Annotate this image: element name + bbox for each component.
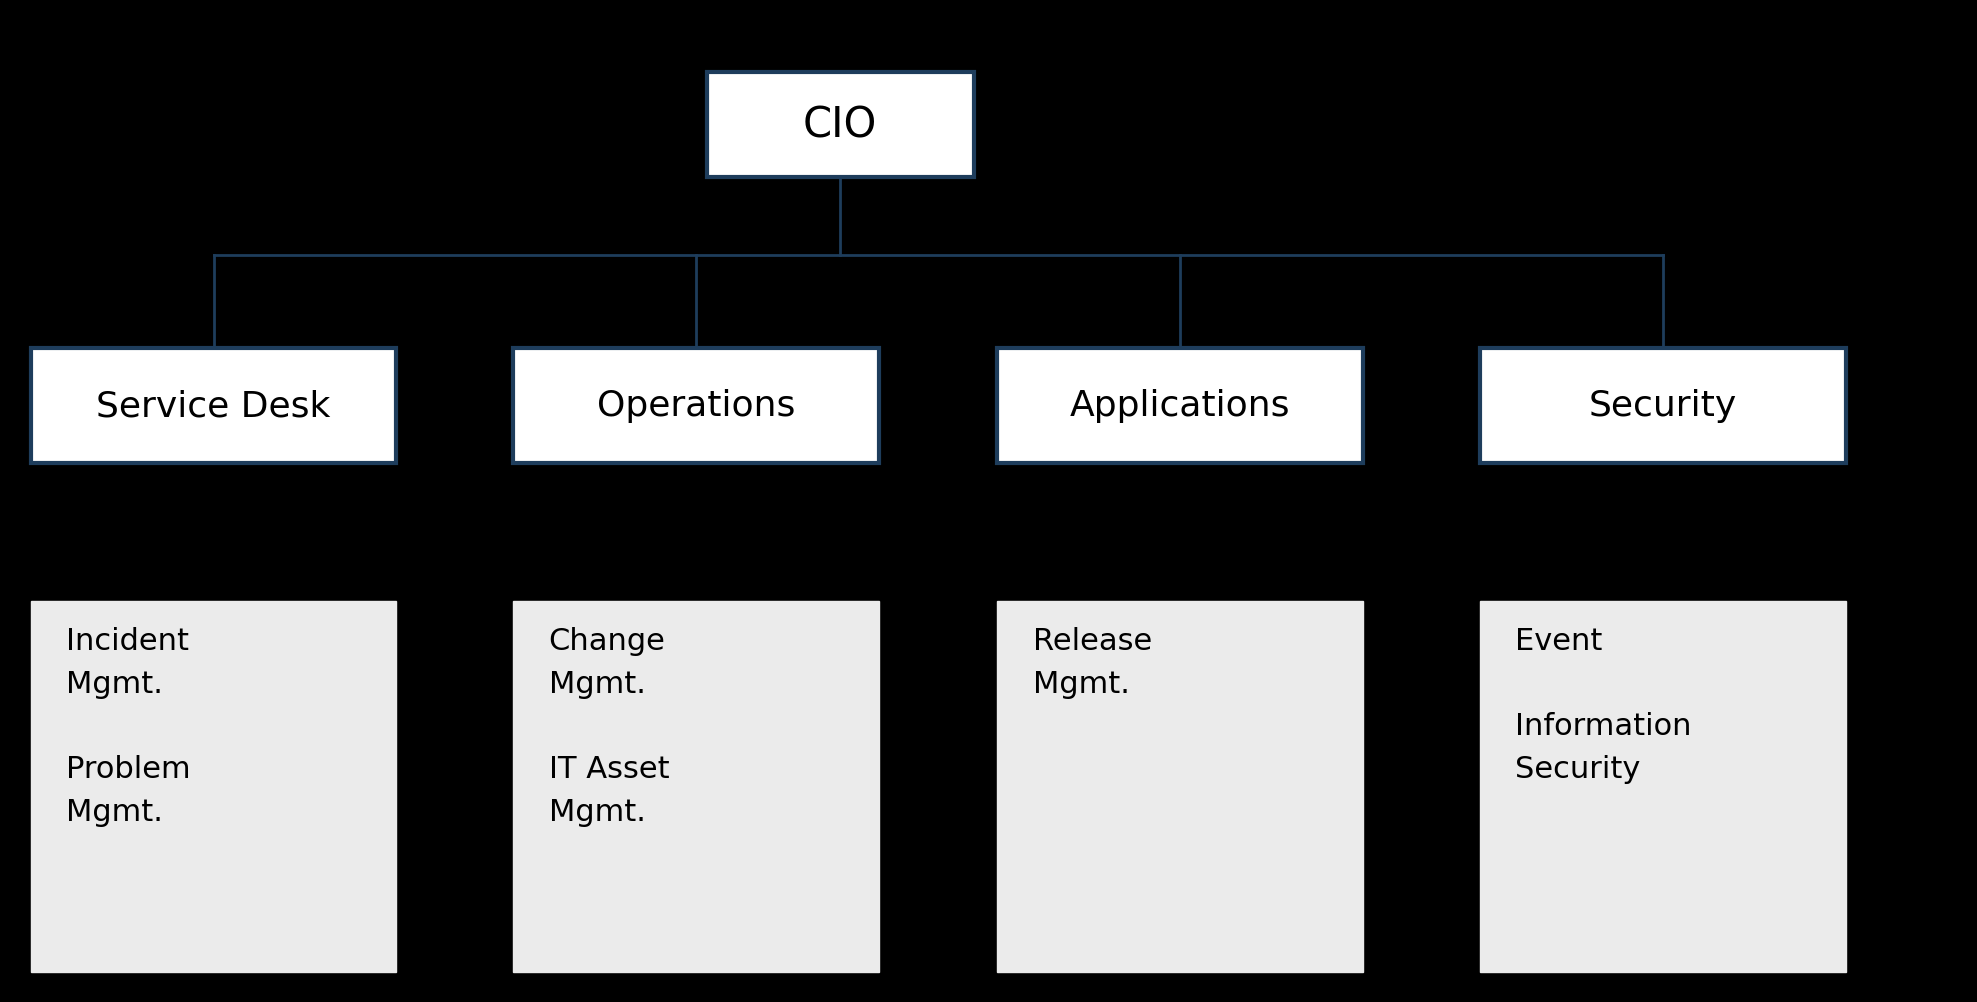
FancyBboxPatch shape (32, 349, 395, 463)
Text: Service Desk: Service Desk (97, 389, 330, 423)
FancyBboxPatch shape (512, 349, 878, 463)
FancyBboxPatch shape (1479, 601, 1847, 972)
Text: Change
Mgmt.

IT Asset
Mgmt.: Change Mgmt. IT Asset Mgmt. (548, 626, 670, 827)
Text: Event

Information
Security: Event Information Security (1516, 626, 1692, 784)
Text: Incident
Mgmt.

Problem
Mgmt.: Incident Mgmt. Problem Mgmt. (67, 626, 192, 827)
Text: CIO: CIO (803, 104, 878, 146)
Text: Security: Security (1590, 389, 1736, 423)
Text: Release
Mgmt.: Release Mgmt. (1032, 626, 1153, 698)
Text: Applications: Applications (1070, 389, 1291, 423)
FancyBboxPatch shape (996, 349, 1364, 463)
FancyBboxPatch shape (1479, 349, 1847, 463)
FancyBboxPatch shape (996, 601, 1364, 972)
Text: Operations: Operations (597, 389, 795, 423)
FancyBboxPatch shape (32, 601, 395, 972)
FancyBboxPatch shape (708, 73, 975, 178)
FancyBboxPatch shape (512, 601, 878, 972)
